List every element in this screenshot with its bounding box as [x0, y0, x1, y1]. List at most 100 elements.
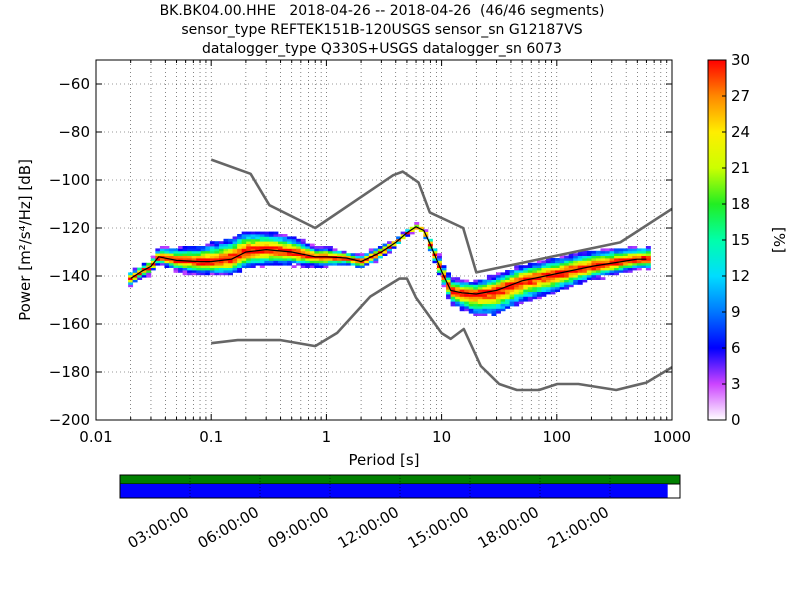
psd-cell — [273, 258, 279, 261]
psd-cell — [559, 277, 565, 280]
psd-cell — [164, 258, 170, 261]
psd-cell — [223, 241, 229, 244]
y-tick-label: −120 — [49, 219, 90, 237]
psd-cell — [309, 246, 315, 249]
psd-cell — [409, 229, 415, 232]
axis-ticks: 0.01 0.1 1 10 100 1000 −60 −80 −100 −120 −140 −160 −… — [49, 60, 691, 446]
psd-cell — [155, 253, 161, 256]
x-tick-label: 0.01 — [79, 428, 112, 446]
psd-cell — [259, 258, 265, 261]
psd-cell — [268, 255, 274, 259]
psd-cell — [196, 262, 202, 266]
psd-cell — [559, 258, 565, 261]
psd-cell — [482, 279, 488, 283]
psd-cell — [605, 267, 610, 271]
psd-cell — [582, 258, 588, 261]
psd-cell — [228, 241, 233, 244]
psd-cell — [509, 286, 515, 290]
psd-cell — [205, 265, 211, 268]
psd-cell — [346, 255, 352, 259]
psd-cell — [482, 306, 488, 309]
psd-cell — [496, 310, 501, 314]
psd-cell — [477, 310, 483, 314]
psd-cell — [246, 246, 252, 249]
psd-cell — [282, 248, 288, 252]
psd-cell — [496, 274, 501, 278]
psd-cell — [164, 246, 170, 249]
psd-cell — [214, 241, 220, 244]
psd-cell — [641, 262, 647, 266]
psd-cell — [545, 262, 551, 266]
psd-cell — [632, 255, 638, 259]
psd-cell — [178, 260, 184, 264]
psd-cell — [182, 260, 188, 264]
psd-cell — [164, 253, 170, 256]
psd-cell — [468, 289, 474, 292]
psd-cell — [150, 267, 156, 271]
psd-cell — [200, 272, 206, 276]
psd-cell — [355, 253, 361, 256]
psd-cell — [341, 258, 347, 261]
psd-cell — [264, 243, 270, 247]
psd-cell — [591, 253, 597, 256]
psd-cell — [559, 279, 565, 283]
psd-cell — [314, 250, 320, 254]
psd-cell — [564, 262, 570, 266]
psd-cell — [164, 262, 170, 266]
psd-cell — [523, 270, 529, 273]
psd-cell — [459, 279, 465, 283]
psd-cell — [218, 258, 224, 261]
psd-cell — [250, 253, 256, 256]
psd-cell — [287, 243, 293, 247]
psd-cell — [246, 241, 252, 244]
psd-cell — [509, 284, 515, 288]
psd-cell — [568, 284, 574, 288]
psd-cell — [259, 253, 265, 256]
psd-cell — [600, 270, 606, 273]
psd-cell — [582, 262, 588, 266]
psd-cell — [586, 274, 592, 278]
psd-cell — [491, 274, 497, 278]
psd-cell — [591, 270, 597, 273]
psd-cell — [500, 303, 506, 307]
psd-cell — [550, 291, 556, 295]
psd-cell — [318, 253, 324, 256]
psd-cell — [482, 284, 488, 288]
psd-cell — [636, 265, 642, 268]
psd-cell — [500, 289, 506, 292]
psd-cell — [527, 282, 533, 285]
psd-cell — [418, 226, 424, 230]
psd-cell — [559, 274, 565, 278]
psd-cell — [541, 277, 547, 280]
psd-cell — [518, 291, 524, 295]
psd-cell — [523, 284, 529, 288]
psd-cell — [246, 258, 252, 261]
psd-cell — [582, 253, 588, 256]
psd-cell — [282, 260, 288, 264]
psd-cell — [255, 238, 261, 242]
psd-cell — [314, 265, 320, 268]
psd-cell — [296, 262, 302, 266]
psd-cell — [141, 272, 147, 276]
psd-cell — [636, 248, 642, 252]
psd-cell — [246, 231, 252, 235]
psd-cell — [287, 236, 293, 240]
psd-cell — [337, 260, 342, 264]
psd-cell — [282, 236, 288, 240]
psd-cell — [178, 255, 184, 259]
psd-cell — [459, 282, 465, 285]
psd-cell — [377, 246, 383, 249]
psd-cell — [232, 248, 238, 252]
psd-cell — [505, 272, 511, 276]
psd-cell — [477, 284, 483, 288]
colorbar-tick-label: 3 — [731, 375, 741, 393]
psd-cell — [182, 270, 188, 273]
psd-cell — [209, 267, 215, 271]
psd-cell — [250, 238, 256, 242]
psd-cell — [205, 262, 211, 266]
psd-cell — [164, 248, 170, 252]
psd-cell — [241, 243, 247, 247]
psd-cell — [246, 253, 252, 256]
psd-cell — [355, 265, 361, 268]
timeline-label: 06:00:00 — [195, 503, 262, 552]
